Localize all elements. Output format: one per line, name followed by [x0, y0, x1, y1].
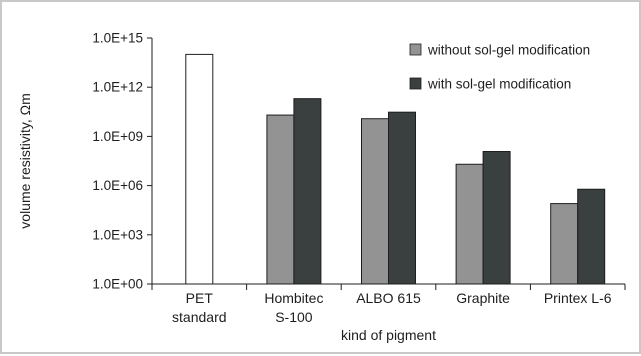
- axes: [151, 38, 625, 285]
- bar-series-1: [266, 114, 295, 285]
- x-category-label: standard: [172, 309, 226, 325]
- bar-series-1: [550, 203, 579, 285]
- x-category-label: Printex L-6: [544, 290, 612, 306]
- x-category-label: PET: [186, 290, 214, 306]
- bar-series-2: [293, 98, 322, 285]
- bar-series-2: [577, 188, 606, 285]
- y-axis-title: volume resistivity, Ωm: [17, 93, 33, 228]
- bar-series-1: [455, 163, 484, 285]
- bar-reference: [185, 53, 214, 285]
- x-category-label: Graphite: [456, 290, 510, 306]
- legend-label: with sol-gel modification: [427, 77, 571, 92]
- y-axis-ticks: 1.0E+00 1.0E+03 1.0E+06 1.0E+09 1.0E+12 1.0E+…: [92, 31, 626, 292]
- x-axis-category-labels: PET standard Hombitec S-100 ALBO 615 Graphite…: [172, 290, 612, 325]
- y-tick-label: 1.0E+06: [92, 178, 143, 193]
- legend: without sol-gel modification with sol-gel…: [409, 43, 590, 92]
- bar-series-1: [361, 118, 389, 285]
- legend-swatch: [409, 43, 422, 56]
- bars: [185, 53, 606, 285]
- y-tick-label: 1.0E+15: [92, 31, 143, 46]
- y-tick-label: 1.0E+12: [92, 80, 143, 95]
- legend-label: without sol-gel modification: [427, 43, 590, 58]
- legend-swatch: [409, 77, 422, 90]
- bar-series-2: [388, 111, 416, 285]
- x-category-label: ALBO 615: [356, 290, 421, 306]
- x-axis-title: kind of pigment: [341, 327, 436, 343]
- y-tick-label: 1.0E+03: [92, 227, 143, 242]
- x-category-label: S-100: [275, 309, 313, 325]
- x-category-label: Hombitec: [264, 290, 323, 306]
- y-tick-label: 1.0E+09: [92, 129, 143, 144]
- bar-series-2: [482, 151, 511, 285]
- y-tick-label: 1.0E+00: [92, 277, 143, 292]
